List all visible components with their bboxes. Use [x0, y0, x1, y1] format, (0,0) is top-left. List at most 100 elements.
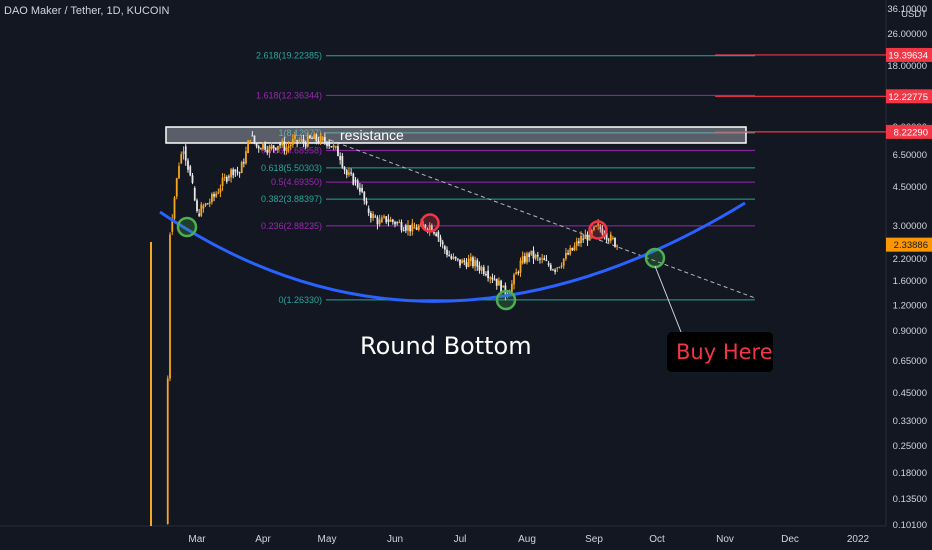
green-circle-marker[interactable] [644, 247, 666, 269]
price-tick-label: 18.00000 [887, 61, 927, 72]
candle-body [465, 262, 468, 267]
time-axis[interactable]: Mar Apr May Jun Jul Aug Sep Oct Nov Dec 2022 [188, 534, 869, 545]
candle-body [534, 254, 537, 259]
candle-body [612, 237, 614, 239]
candle-body [448, 255, 451, 257]
symbol-header[interactable]: DAO Maker / Tether, 1D, KUCOIN [4, 5, 169, 17]
price-tag[interactable] [886, 89, 932, 104]
green-circle-marker[interactable] [176, 216, 198, 238]
candle-body [184, 146, 187, 161]
price-tick-label: 0.45000 [893, 388, 927, 399]
candle-body [433, 232, 435, 234]
candle-body [487, 270, 489, 279]
red-circle-marker[interactable] [588, 220, 608, 240]
candle-body [428, 225, 431, 231]
candle-body [306, 135, 309, 147]
candle-body [567, 252, 569, 255]
candle-body [474, 260, 477, 267]
candle-body [378, 219, 381, 225]
candle-body [599, 226, 602, 229]
candle-body [211, 194, 213, 203]
candle-body [372, 213, 374, 219]
candle-body [385, 216, 388, 223]
candle-body [281, 141, 284, 146]
candle-body [498, 280, 500, 286]
time-tick-label: Oct [649, 534, 665, 545]
candle-body [319, 135, 322, 143]
price-tick-label: 0.33000 [893, 416, 927, 427]
candle-body [359, 187, 361, 192]
candle-body [238, 172, 241, 174]
candle-body [304, 142, 307, 147]
callout-pointer [654, 265, 684, 338]
candle-body [296, 140, 299, 142]
descending-trendline[interactable] [329, 139, 756, 299]
candle-body [597, 223, 600, 226]
buy-here-label: Buy Here [676, 340, 773, 364]
candle-body [491, 277, 494, 280]
price-tag[interactable] [886, 47, 932, 62]
candle-body [472, 257, 474, 267]
candle-body [454, 256, 457, 259]
candle-body [317, 140, 320, 143]
candle-body [543, 258, 546, 261]
candle-body [175, 178, 178, 197]
candle-body [326, 141, 328, 146]
candle-body [249, 140, 252, 142]
candle-body [584, 234, 587, 239]
candle-body [272, 145, 275, 148]
candle-body [532, 250, 535, 259]
candle-body [330, 146, 333, 148]
candle-body [519, 260, 522, 273]
price-tag[interactable] [886, 124, 932, 139]
candle-body [571, 247, 574, 251]
resistance-label: resistance [340, 127, 404, 143]
candle-body [339, 156, 342, 160]
price-tick-label: 36.10000 [887, 4, 927, 15]
candle-body [459, 259, 461, 266]
candle-body [348, 172, 350, 175]
trendlines [150, 139, 756, 526]
fib-level-label: 2.618(19.22385) [256, 51, 322, 61]
candle-body [562, 258, 565, 266]
price-axis[interactable]: 36.1000026.0000018.0000012.000009.000006… [887, 4, 927, 531]
fib-level-label: 1.618(12.36344) [256, 90, 322, 100]
candle-body [266, 149, 269, 153]
candle-body [262, 142, 264, 149]
fibonacci-retracement[interactable]: 2.618(19.22385) 1.618(12.36344) 1(8.12977)… [256, 51, 755, 305]
candle-body [424, 224, 427, 229]
candle-body [383, 216, 385, 218]
candle-body [523, 256, 526, 263]
candle-body [398, 222, 401, 224]
candle-body [595, 225, 597, 227]
current-price-tag[interactable] [886, 237, 932, 252]
resistance-zone[interactable] [165, 126, 747, 144]
fib-level-label: 1(8.12977) [278, 128, 322, 138]
candle-body [369, 212, 372, 219]
candle-body [528, 253, 531, 258]
time-tick-label: May [318, 534, 337, 545]
candle-body [556, 267, 559, 269]
candle-body [426, 228, 429, 231]
candle-body [435, 233, 438, 237]
candle-body [202, 205, 205, 209]
fib-level-label: 0.786(6.68958) [261, 145, 322, 155]
candle-body [337, 146, 339, 157]
candle-body [321, 137, 324, 141]
green-circle-marker[interactable] [495, 289, 517, 311]
candle-body [277, 145, 279, 150]
price-tags: 19.39634 12.22775 8.22290 2.33886 [715, 47, 932, 252]
current-price-label: 2.33886 [894, 240, 928, 251]
candle-body [443, 246, 446, 250]
price-tag-label: 12.22775 [888, 92, 928, 103]
red-circle-marker[interactable] [420, 213, 440, 233]
callout-box[interactable] [667, 332, 773, 372]
candle-body [180, 154, 183, 164]
candle-body [169, 234, 171, 379]
candle-body [208, 202, 211, 204]
time-tick-label: Mar [188, 534, 206, 545]
candle-body [236, 171, 239, 173]
candle-body [558, 266, 561, 268]
candle-body [545, 260, 548, 262]
candle-body [315, 134, 318, 141]
